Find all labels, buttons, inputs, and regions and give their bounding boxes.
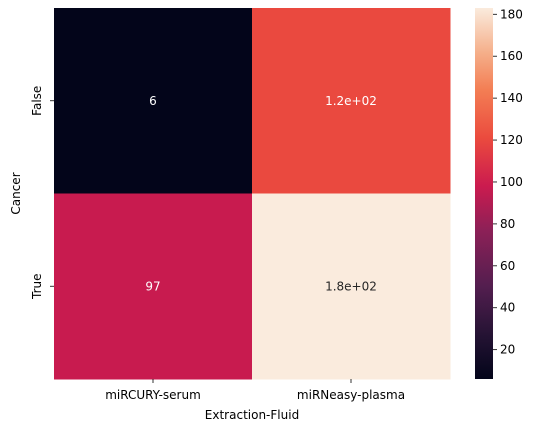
heatmap-cells: [54, 8, 451, 380]
colorbar-tick-label: 40: [500, 301, 515, 315]
y-axis: False True: [30, 86, 54, 300]
y-axis-label: Cancer: [9, 172, 23, 214]
cell-label-0-1: 1.2e+02: [325, 94, 377, 108]
heatmap-cell-labels: 6 1.2e+02 97 1.8e+02: [145, 94, 377, 294]
colorbar-tick-label: 80: [500, 217, 515, 231]
x-tick-label: miRNeasy-plasma: [297, 388, 405, 402]
heatmap-cell-0-0: [54, 8, 253, 194]
y-tick-label: False: [30, 86, 44, 116]
heatmap-cell-1-1: [252, 193, 451, 380]
colorbar-tick-label: 20: [500, 343, 515, 357]
colorbar-ticks: 20 40 60 80 100 120 140 160 180: [493, 7, 523, 357]
colorbar-tick-label: 100: [500, 175, 523, 189]
x-axis: miRCURY-serum miRNeasy-plasma: [105, 379, 405, 402]
colorbar-tick-label: 60: [500, 259, 515, 273]
colorbar-tick-label: 180: [500, 7, 523, 21]
colorbar-gradient: [475, 8, 493, 379]
colorbar-tick-label: 140: [500, 91, 523, 105]
cell-label-1-0: 97: [145, 279, 160, 293]
cell-label-0-0: 6: [149, 94, 157, 108]
colorbar-tick-label: 120: [500, 133, 523, 147]
x-axis-label: Extraction-Fluid: [205, 408, 299, 422]
colorbar: 20 40 60 80 100 120 140 160 180: [475, 7, 523, 379]
cell-label-1-1: 1.8e+02: [325, 279, 377, 293]
heatmap-cell-1-0: [54, 193, 253, 380]
heatmap-cell-0-1: [252, 8, 451, 194]
x-tick-label: miRCURY-serum: [105, 388, 201, 402]
colorbar-tick-label: 160: [500, 49, 523, 63]
y-tick-label: True: [30, 274, 44, 301]
